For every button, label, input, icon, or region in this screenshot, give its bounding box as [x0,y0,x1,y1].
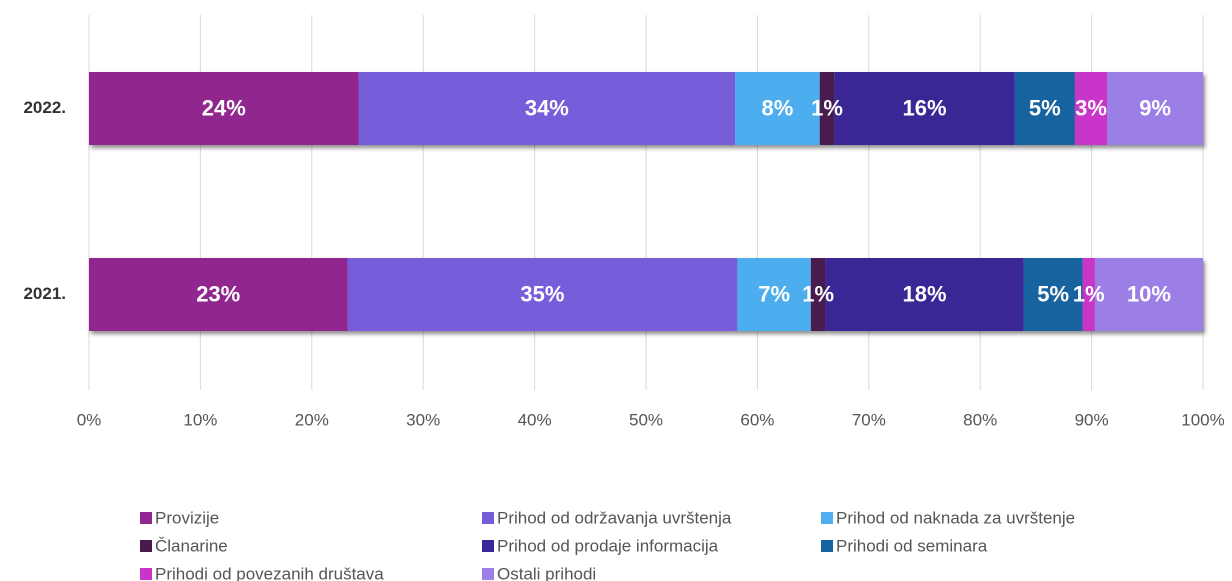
legend-label: Prihod od prodaje informacija [497,536,719,555]
bar-segment [89,258,348,331]
data-label: 34% [525,95,569,120]
x-tick-label: 90% [1075,410,1109,429]
legend-label: Prihod od naknada za uvrštenje [836,508,1075,527]
data-label: 1% [811,95,843,120]
x-tick-label: 50% [629,410,663,429]
bar-segment [834,72,1015,145]
legend-label: Provizije [155,508,219,527]
legend-swatch [482,568,494,580]
data-label: 18% [902,281,946,306]
data-label: 9% [1139,95,1171,120]
x-tick-label: 10% [183,410,217,429]
data-label: 23% [196,281,240,306]
data-label: 35% [520,281,564,306]
legend-swatch [140,568,152,580]
legend-swatch [140,540,152,552]
bar-segment [1094,258,1203,331]
data-label: 5% [1037,281,1069,306]
bar-segment [89,72,359,145]
data-label: 5% [1029,95,1061,120]
x-tick-label: 100% [1181,410,1224,429]
bar-segment [1074,72,1108,145]
legend-swatch [821,512,833,524]
data-label: 1% [1073,281,1105,306]
x-tick-label: 80% [963,410,997,429]
bar-segment [819,72,835,145]
legend-swatch [482,512,494,524]
legend-swatch [821,540,833,552]
bar-segment [347,258,738,331]
legend-swatch [482,540,494,552]
bar-group [89,258,1203,331]
bar-segment [810,258,826,331]
bar-segment [825,258,1024,331]
bar-segment [1014,72,1075,145]
bar-segment [735,72,820,145]
bar-group [89,72,1203,145]
bar-segment [737,258,811,331]
bar-segment [1023,258,1083,331]
x-tick-label: 70% [852,410,886,429]
x-tick-label: 0% [77,410,102,429]
legend-label: Članarine [155,536,228,555]
x-tick-label: 30% [406,410,440,429]
data-label: 8% [762,95,794,120]
bar-segment [1107,72,1203,145]
x-tick-label: 60% [740,410,774,429]
legend-label: Prihod od održavanja uvrštenja [497,508,732,527]
data-label: 24% [202,95,246,120]
bar-segment [1082,258,1095,331]
x-tick-label: 40% [518,410,552,429]
data-label: 3% [1075,95,1107,120]
y-tick-label: 2022. [23,98,66,117]
legend-swatch [140,512,152,524]
data-label: 10% [1127,281,1171,306]
x-tick-label: 20% [295,410,329,429]
data-label: 1% [802,281,834,306]
y-tick-label: 2021. [23,284,66,303]
legend-label: Ostali prihodi [497,564,596,581]
data-label: 7% [758,281,790,306]
bar-segment [358,72,736,145]
legend-label: Prihodi od povezanih društava [155,564,384,581]
data-label: 16% [902,95,946,120]
legend-label: Prihodi od seminara [836,536,988,555]
